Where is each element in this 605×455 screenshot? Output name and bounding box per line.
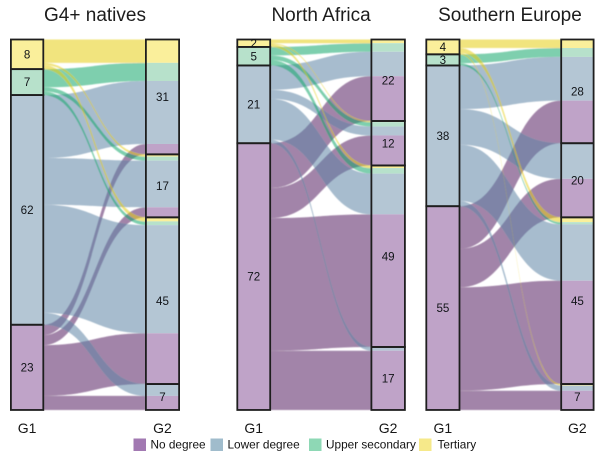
svg-text:72: 72 bbox=[247, 271, 260, 284]
svg-text:5: 5 bbox=[251, 50, 257, 63]
svg-text:7: 7 bbox=[574, 391, 580, 404]
svg-text:45: 45 bbox=[156, 295, 169, 308]
svg-text:G1: G1 bbox=[18, 420, 37, 436]
svg-text:North Africa: North Africa bbox=[271, 5, 371, 26]
svg-text:Southern Europe: Southern Europe bbox=[438, 5, 582, 26]
svg-text:17: 17 bbox=[382, 373, 395, 386]
svg-text:No degree: No degree bbox=[151, 438, 207, 452]
svg-text:8: 8 bbox=[24, 48, 30, 61]
svg-text:7: 7 bbox=[159, 391, 165, 404]
svg-text:55: 55 bbox=[436, 302, 449, 315]
svg-text:21: 21 bbox=[247, 98, 260, 111]
svg-text:G2: G2 bbox=[568, 420, 587, 436]
svg-text:22: 22 bbox=[382, 74, 395, 87]
svg-text:45: 45 bbox=[571, 295, 584, 308]
svg-text:2: 2 bbox=[251, 37, 257, 50]
svg-text:G4+ natives: G4+ natives bbox=[44, 5, 146, 26]
svg-text:38: 38 bbox=[436, 130, 449, 143]
svg-text:G1: G1 bbox=[434, 420, 453, 436]
svg-text:31: 31 bbox=[156, 91, 169, 104]
svg-text:Tertiary: Tertiary bbox=[438, 438, 477, 452]
svg-text:49: 49 bbox=[382, 250, 395, 263]
svg-text:12: 12 bbox=[382, 137, 395, 150]
svg-text:G2: G2 bbox=[379, 420, 398, 436]
svg-text:7: 7 bbox=[24, 76, 30, 89]
svg-text:Lower degree: Lower degree bbox=[228, 438, 301, 452]
svg-text:17: 17 bbox=[156, 180, 169, 193]
svg-text:4: 4 bbox=[440, 41, 447, 54]
svg-text:G1: G1 bbox=[244, 420, 263, 436]
svg-text:3: 3 bbox=[440, 54, 446, 67]
svg-text:28: 28 bbox=[571, 85, 584, 98]
svg-text:62: 62 bbox=[21, 204, 34, 217]
svg-text:20: 20 bbox=[571, 174, 584, 187]
svg-text:23: 23 bbox=[21, 361, 34, 374]
svg-text:G2: G2 bbox=[153, 420, 172, 436]
svg-text:Upper secondary: Upper secondary bbox=[326, 438, 416, 452]
